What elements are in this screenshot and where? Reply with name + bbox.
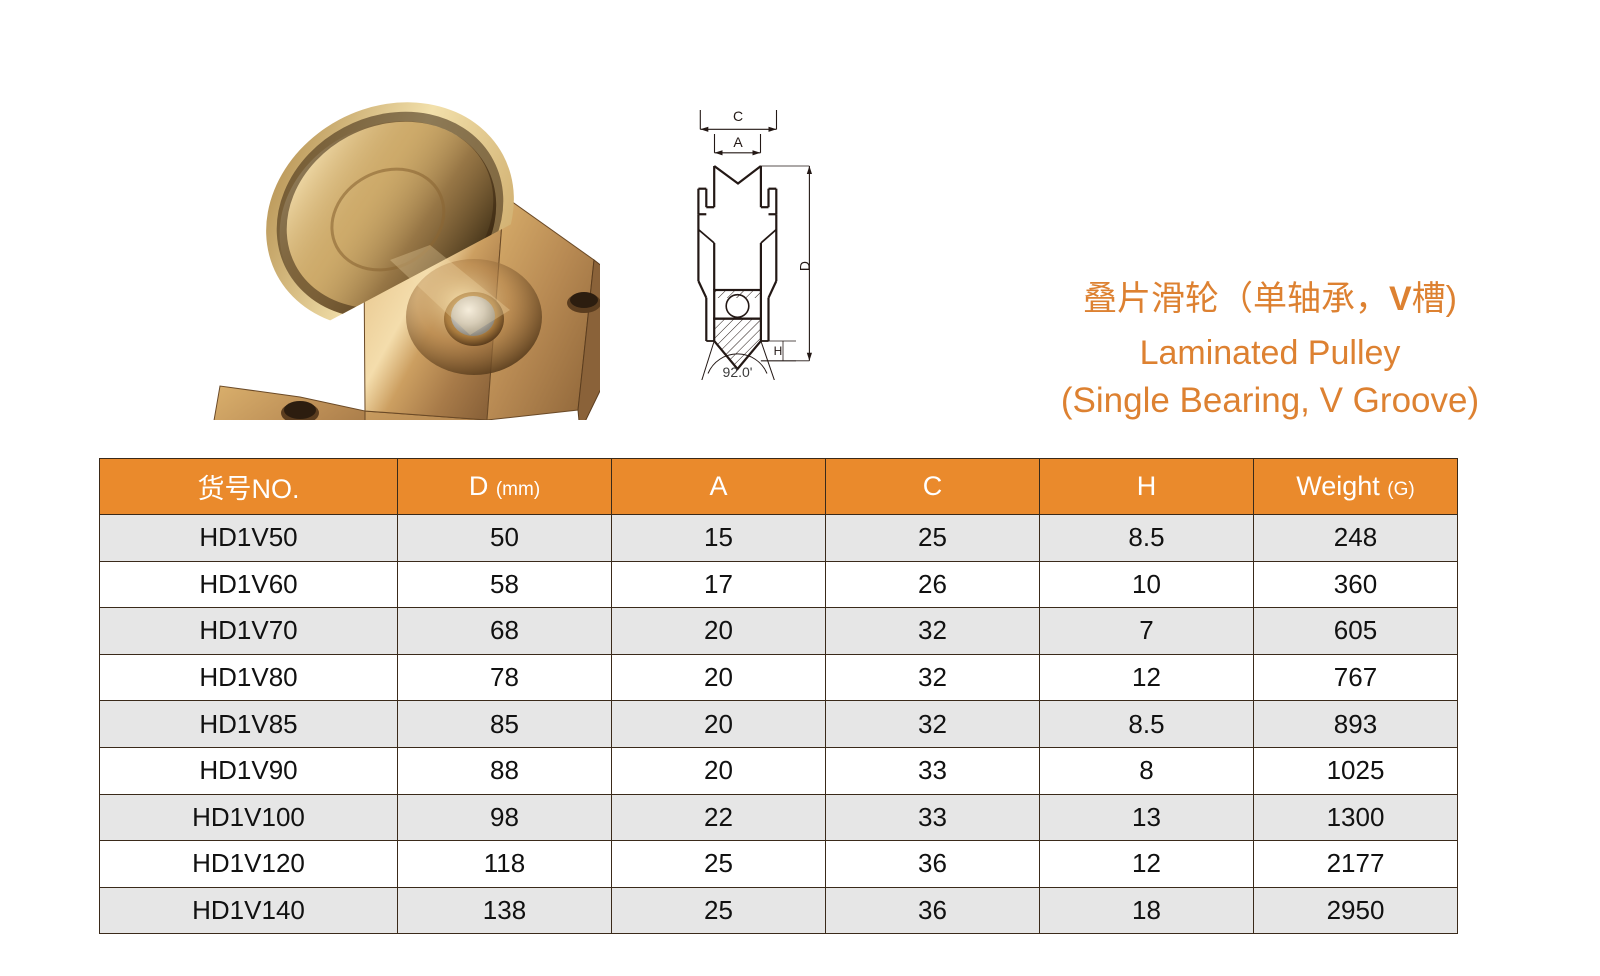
svg-text:C: C (733, 108, 743, 124)
svg-text:H: H (774, 344, 783, 358)
svg-text:A: A (733, 134, 743, 150)
svg-text:D: D (796, 261, 812, 271)
svg-text:92.0': 92.0' (723, 364, 753, 380)
